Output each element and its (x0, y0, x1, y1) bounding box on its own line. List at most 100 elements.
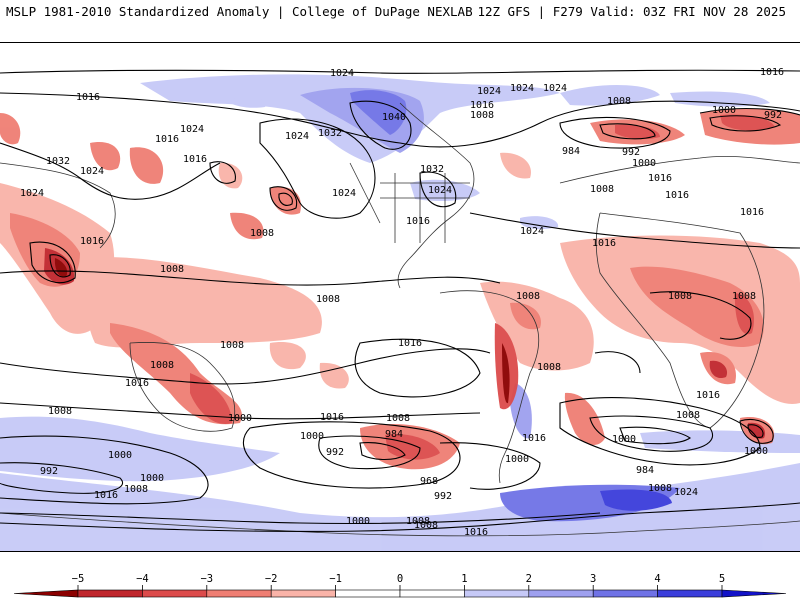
isobar-label: 1000 (228, 413, 252, 424)
isobar (589, 415, 713, 452)
isobar (0, 270, 501, 286)
coastline (349, 162, 381, 224)
isobar-label: 1008 (124, 484, 148, 495)
isobar-label: 1016 (648, 173, 672, 184)
isobar-label: 1008 (648, 483, 672, 494)
colorbar-tick-label: −2 (265, 573, 278, 585)
isobar-label: 984 (385, 429, 403, 440)
isobar-label: 1016 (696, 390, 720, 401)
coastline (0, 512, 800, 537)
positive-anomaly-area (230, 97, 266, 108)
coastline (595, 212, 765, 429)
isobar-label: 1016 (592, 238, 616, 249)
isobar-label: 1008 (316, 294, 340, 305)
isobar-label: 1032 (46, 156, 70, 167)
negative-anomaly-area (615, 124, 660, 140)
isobar-label: 1016 (470, 100, 494, 111)
coastline (380, 173, 470, 243)
isobar-label: 1000 (140, 473, 164, 484)
isobar (439, 442, 541, 490)
negative-anomaly-shading (0, 108, 800, 470)
isobar (0, 348, 491, 385)
isobar (242, 421, 461, 489)
isobar-label: 1008 (406, 516, 430, 527)
negative-anomaly-area (319, 362, 349, 389)
anomaly-colorbar: −5 −4 −3 −2 −1 0 1 2 3 4 5 (13, 573, 787, 598)
isobar (0, 92, 800, 148)
isobar-label: 1016 (406, 216, 430, 227)
colorbar-segment (399, 589, 465, 598)
coastline (129, 341, 236, 432)
isobar-label: 992 (764, 110, 782, 121)
colorbar-tick-label: −1 (329, 573, 342, 585)
anomaly-map: 1024 1016 1024 1016 1032 1024 1024 1016 … (0, 42, 800, 552)
colorbar-segment (528, 589, 594, 598)
isobar-label: 984 (562, 146, 580, 157)
colorbar-segments (13, 589, 787, 598)
isobar (0, 402, 481, 420)
isobar-label: 1016 (740, 207, 764, 218)
colorbar-tick-label: −5 (72, 573, 85, 585)
isobar-label: 1016 (80, 236, 104, 247)
isobar (619, 426, 691, 445)
isobar (0, 69, 800, 74)
isobar (209, 161, 236, 184)
isobar-label: 1040 (382, 112, 406, 123)
isobar (559, 397, 761, 466)
isobar (0, 142, 221, 200)
negative-anomaly-area (630, 266, 764, 348)
colorbar-segment (464, 589, 530, 598)
isobar-label: 1008 (668, 291, 692, 302)
isobar-label: 1008 (676, 410, 700, 421)
negative-anomaly-area (502, 343, 510, 404)
isobar (469, 212, 800, 249)
run-valid-time: 12Z GFS | F279 Valid: 03Z FRI NOV 28 202… (477, 4, 786, 19)
isobar-label: 992 (326, 447, 344, 458)
negative-anomaly-area (720, 114, 775, 131)
positive-anomaly-area (600, 489, 672, 511)
isobar-labels: 1024 1016 1024 1016 1032 1024 1024 1016 … (20, 67, 784, 538)
isobar-label: 1016 (464, 527, 488, 538)
isobar (269, 186, 298, 211)
colorbar-segment (592, 589, 658, 598)
isobar (709, 115, 782, 132)
isobar-label: 1000 (712, 105, 736, 116)
coastline (0, 162, 116, 249)
colorbar-segment (270, 589, 336, 598)
isobar (318, 435, 421, 470)
colorbar-labels: −5 −4 −3 −2 −1 0 1 2 3 4 5 (72, 573, 725, 585)
isobar (0, 462, 123, 494)
negative-anomaly-area (269, 342, 306, 370)
isobar (259, 118, 376, 219)
colorbar-arrow-left (13, 589, 79, 598)
isobar-label: 992 (40, 466, 58, 477)
isobar-label: 1000 (346, 516, 370, 527)
isobar-label: 1016 (760, 67, 784, 78)
isobar (594, 351, 641, 374)
isobar (559, 116, 671, 149)
isobar (349, 100, 412, 150)
isobar (649, 291, 752, 340)
isobar-label: 984 (636, 465, 654, 476)
colorbar-tick-label: 3 (590, 573, 596, 585)
coastline (559, 156, 800, 184)
positive-anomaly-area (560, 84, 660, 106)
isobar-label: 1008 (414, 520, 438, 531)
isobar-label: 1008 (607, 96, 631, 107)
negative-anomaly-area (230, 212, 264, 240)
negative-anomaly-area (54, 258, 68, 278)
coastlines (0, 102, 800, 537)
isobar-label: 1000 (744, 446, 768, 457)
negative-anomaly-area (0, 113, 21, 145)
isobar-label: 1008 (220, 340, 244, 351)
isobar-label: 1024 (477, 86, 501, 97)
isobar-label: 1016 (155, 134, 179, 145)
isobar (49, 254, 71, 278)
isobar (278, 192, 293, 206)
isobar-label: 1016 (522, 433, 546, 444)
colorbar-tick-label: 1 (461, 573, 467, 585)
positive-anomaly-area (670, 91, 770, 107)
negative-anomaly-area (129, 147, 164, 184)
positive-anomaly-area (0, 463, 800, 551)
isobar-label: 1024 (674, 487, 698, 498)
